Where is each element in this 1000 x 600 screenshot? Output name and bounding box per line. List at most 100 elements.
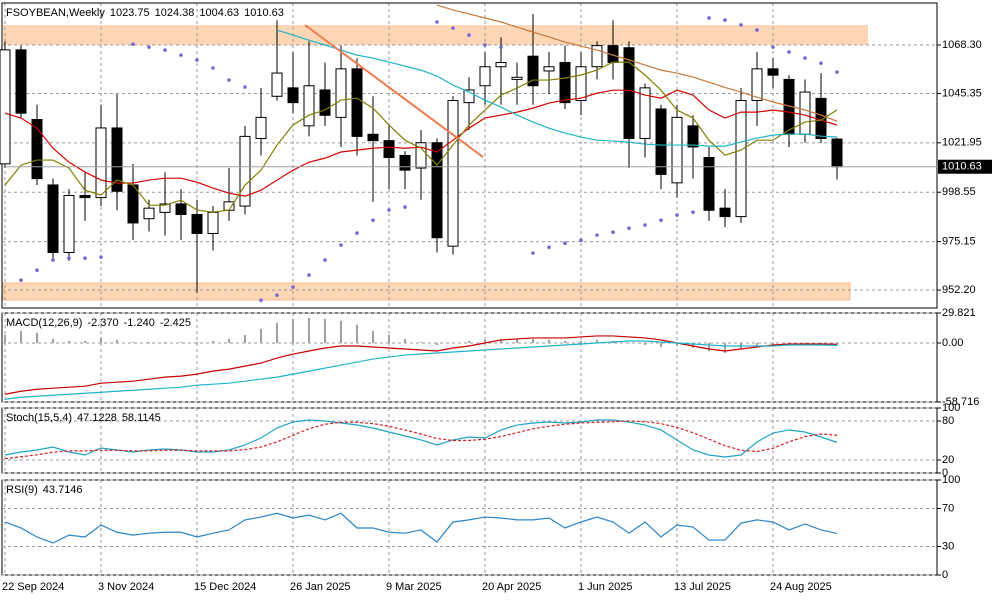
candle-body [0,49,11,165]
x-tick-label: 22 Sep 2024 [2,581,64,593]
candle-body [271,72,283,97]
indicator-line [436,4,838,122]
sar-dot [691,210,695,214]
histogram-bar [324,318,326,343]
header-value: 58.1145 [122,412,161,424]
sar-dot [739,23,743,27]
sar-dot [755,28,759,32]
histogram-bar [564,340,566,343]
candle-body [319,89,331,116]
histogram-bar [452,342,454,344]
sar-dot [835,70,839,74]
candle-body [703,157,715,211]
sar-dot [227,78,231,82]
sar-dot [147,45,151,49]
sar-dot [355,231,359,235]
sar-dot [723,18,727,22]
histogram-bar [36,332,38,343]
histogram-bar [68,340,70,343]
y-tick-label: 70 [942,502,954,514]
indicator-line [4,61,838,213]
histogram-bar [436,342,438,345]
indicator-line [4,335,838,395]
panel-header: RSI(9) 43.7146 [6,484,83,496]
sar-dot [323,258,327,262]
panel-title: FSOYBEAN,Weekly [6,7,105,19]
panel-title: RSI(9) [6,484,38,496]
histogram-bar [404,338,406,343]
histogram-bar [500,338,502,343]
histogram-bar [372,330,374,343]
histogram-bar [708,342,710,352]
sar-dot [371,218,375,222]
support-zone [2,282,851,301]
sar-dot [819,61,823,65]
candle-body [95,127,107,199]
candle-body [431,142,443,239]
y-tick-label: 0 [942,569,948,581]
candle-body [799,91,811,135]
header-value: 47.1228 [77,412,117,424]
histogram-bar [724,342,726,354]
sar-dot [163,48,167,52]
sar-dot [83,256,87,260]
sar-dot [403,205,407,209]
panel-title: MACD(12,26,9) [6,317,82,329]
histogram-bar [84,340,86,343]
x-tick-label: 9 Mar 2025 [386,581,442,593]
histogram-bar [292,318,294,343]
candle-body [447,100,459,247]
sar-dot [595,233,599,237]
histogram-bar [180,341,182,343]
panel-header: MACD(12,26,9) -2.370 -1.240 -2.425 [6,317,191,329]
histogram-bar [548,339,550,343]
candle-body [31,119,43,180]
trend-line [304,24,484,158]
histogram-bar [388,334,390,343]
sar-dot [131,42,135,46]
header-value: 1024.38 [155,7,195,19]
candle-body [15,49,27,114]
header-value: 1023.75 [110,7,150,19]
y-tick-label: 100 [942,402,960,414]
sar-dot [179,53,183,57]
sar-dot [51,258,55,262]
histogram-bar [644,342,646,345]
histogram-bar [148,341,150,343]
histogram-bar [212,340,214,343]
histogram-bar [356,324,358,343]
histogram-bar [260,328,262,343]
histogram-bar [228,338,230,343]
candle-body [159,203,171,213]
y-tick-label: 0.00 [942,337,963,349]
histogram-bar [340,320,342,343]
y-tick-label: -58.716 [942,396,979,408]
histogram-bar [468,340,470,343]
candle-body [463,89,475,104]
candle-body [207,211,219,234]
candle-body [639,87,651,140]
candle-body [415,142,427,169]
candle-body [351,68,363,137]
y-tick-label: 975.15 [942,236,976,248]
candle-body [47,184,59,253]
candle-body [511,76,523,80]
candle-body [63,194,75,253]
plot-layer: 22 Sep 2024 3 Nov 2024 15 Dec 2024 26 Jan 2… [0,2,992,593]
candle-body [255,116,267,140]
histogram-bar [116,339,118,343]
y-tick-label: 1021.95 [942,137,982,149]
sar-dot [547,245,551,250]
histogram-bar [276,322,278,343]
sar-dot [259,298,263,302]
header-value: 1010.63 [244,7,284,19]
indicator-line [276,29,838,147]
x-tick-label: 24 Aug 2025 [770,581,832,593]
candle-body [367,133,379,142]
candle-body [127,184,139,224]
candle-body [719,207,731,218]
candle-body [191,213,203,234]
candle-body [559,62,571,104]
panel-header: Stoch(15,5,4) 47.1228 58.1145 [6,412,161,424]
candle-body [111,127,123,192]
